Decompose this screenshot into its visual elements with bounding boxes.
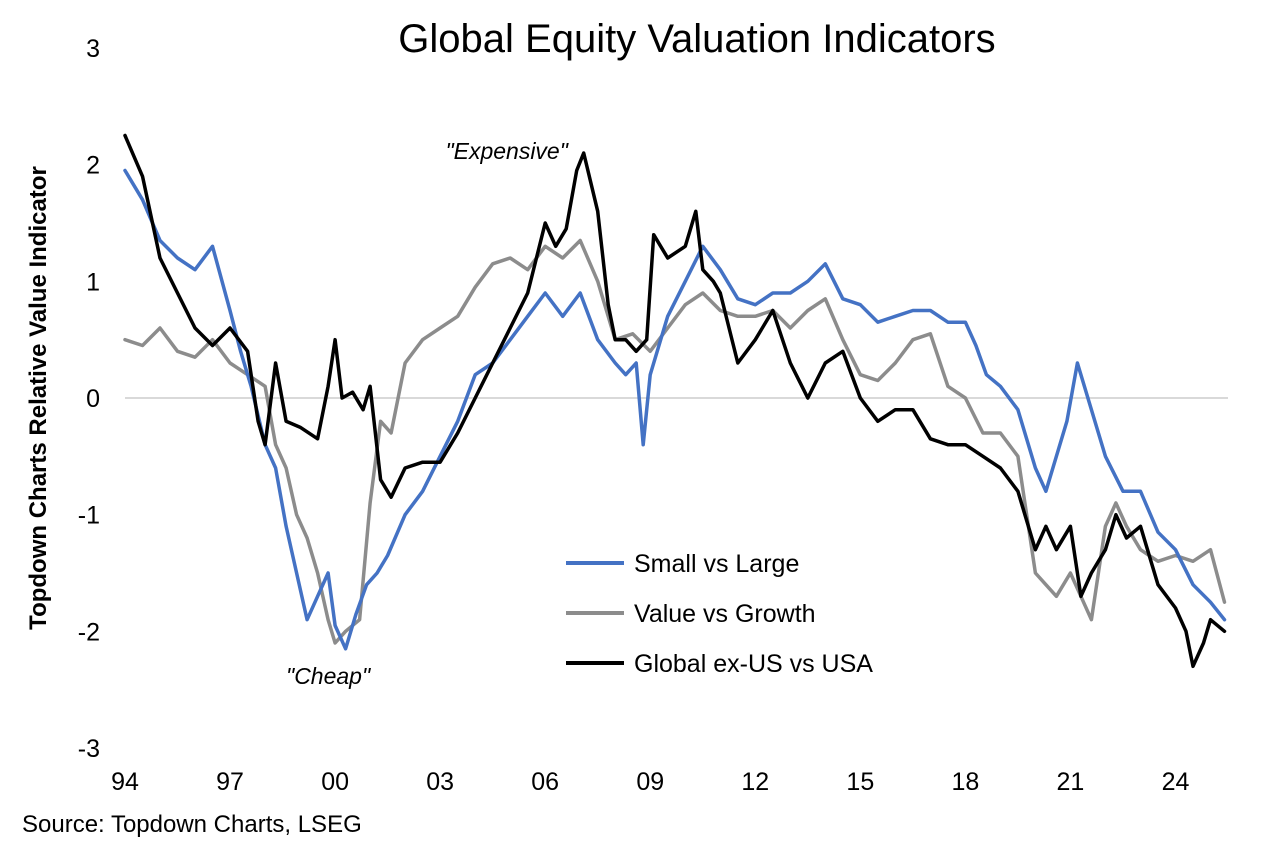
y-tick-label: 2 bbox=[86, 152, 100, 180]
annotations: "Expensive" "Cheap" bbox=[286, 138, 570, 689]
x-tick-label: 06 bbox=[531, 768, 559, 796]
y-tick-label: 3 bbox=[86, 35, 100, 63]
y-ticks: 3 2 1 0 -1 -2 -3 bbox=[78, 35, 100, 763]
x-tick-label: 24 bbox=[1162, 768, 1190, 796]
x-tick-label: 18 bbox=[951, 768, 979, 796]
annotation-label: "Expensive" bbox=[445, 138, 569, 164]
y-tick-label: 1 bbox=[86, 268, 100, 296]
x-ticks: 94 97 00 03 06 09 12 15 18 21 24 bbox=[111, 768, 1189, 796]
x-tick-label: 12 bbox=[741, 768, 769, 796]
y-tick-label: -3 bbox=[78, 735, 100, 763]
x-tick-label: 09 bbox=[636, 768, 664, 796]
legend-label: Small vs Large bbox=[634, 550, 799, 578]
chart-title: Global Equity Valuation Indicators bbox=[398, 17, 995, 61]
legend: Small vs Large Value vs Growth Global ex-U… bbox=[566, 550, 873, 678]
x-tick-label: 03 bbox=[426, 768, 454, 796]
series-line-2 bbox=[123, 133, 1227, 669]
legend-label: Value vs Growth bbox=[634, 600, 816, 628]
x-tick-label: 94 bbox=[111, 768, 139, 796]
x-tick-label: 21 bbox=[1057, 768, 1085, 796]
x-tick-label: 15 bbox=[846, 768, 874, 796]
annotation-label: "Cheap" bbox=[286, 663, 372, 689]
series-layer bbox=[123, 133, 1227, 669]
series-line-0 bbox=[123, 168, 1227, 651]
source-note: Source: Topdown Charts, LSEG bbox=[22, 811, 362, 838]
y-tick-label: -1 bbox=[78, 502, 100, 530]
y-axis-label: Topdown Charts Relative Value Indicator bbox=[25, 166, 52, 630]
x-tick-label: 00 bbox=[321, 768, 349, 796]
y-tick-label: -2 bbox=[78, 618, 100, 646]
y-tick-label: 0 bbox=[86, 385, 100, 413]
x-tick-label: 97 bbox=[216, 768, 244, 796]
legend-label: Global ex-US vs USA bbox=[634, 650, 873, 678]
